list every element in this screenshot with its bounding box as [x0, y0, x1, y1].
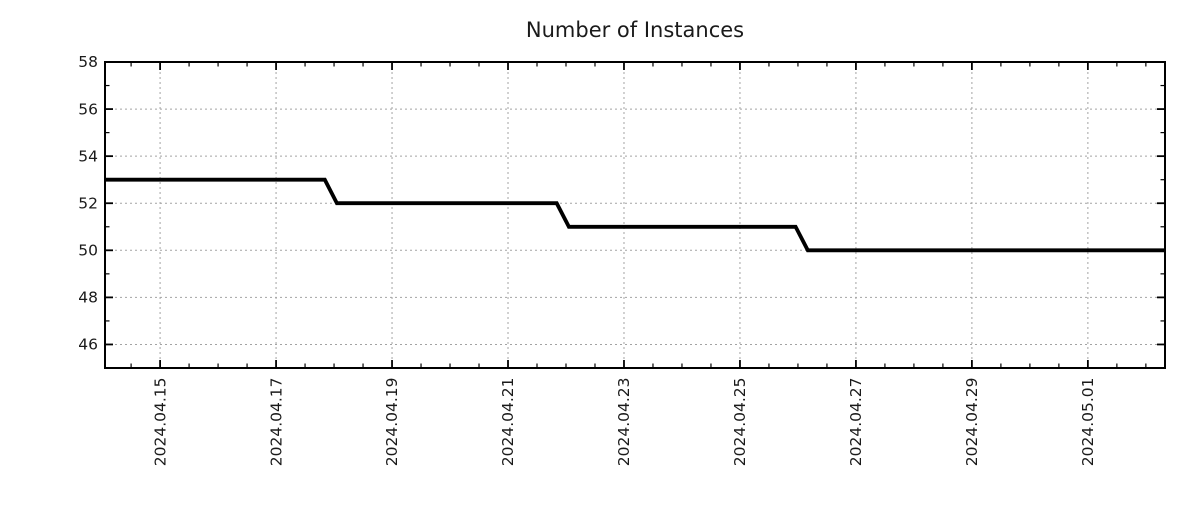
- x-tick-label: 2024.04.17: [267, 378, 285, 467]
- y-tick-label: 58: [78, 53, 98, 71]
- x-tick-label: 2024.04.19: [383, 378, 401, 467]
- chart-title: Number of Instances: [526, 18, 744, 42]
- x-tick-label: 2024.05.01: [1079, 378, 1097, 467]
- y-tick-label: 52: [78, 194, 98, 212]
- x-tick-label: 2024.04.15: [151, 378, 169, 467]
- grid-lines: [105, 62, 1165, 368]
- x-tick-label: 2024.04.27: [847, 378, 865, 467]
- data-series: [105, 177, 1165, 253]
- plot-border: [104, 61, 1166, 369]
- axis-labels: 46 48 50 52 54 56 58 2024.04.15 2024.04.17 2024.0…: [78, 53, 1097, 466]
- x-tick-label: 2024.04.25: [731, 378, 749, 467]
- x-tick-label: 2024.04.29: [963, 378, 981, 467]
- axis-ticks: [105, 61, 1165, 368]
- y-tick-label: 48: [78, 289, 98, 307]
- y-tick-label: 56: [78, 100, 98, 118]
- series-line-instances: [105, 177, 1165, 253]
- y-tick-label: 54: [78, 147, 98, 165]
- y-tick-label: 46: [78, 336, 98, 354]
- x-tick-label: 2024.04.23: [615, 378, 633, 467]
- x-tick-label: 2024.04.21: [499, 378, 517, 467]
- y-tick-label: 50: [78, 242, 98, 260]
